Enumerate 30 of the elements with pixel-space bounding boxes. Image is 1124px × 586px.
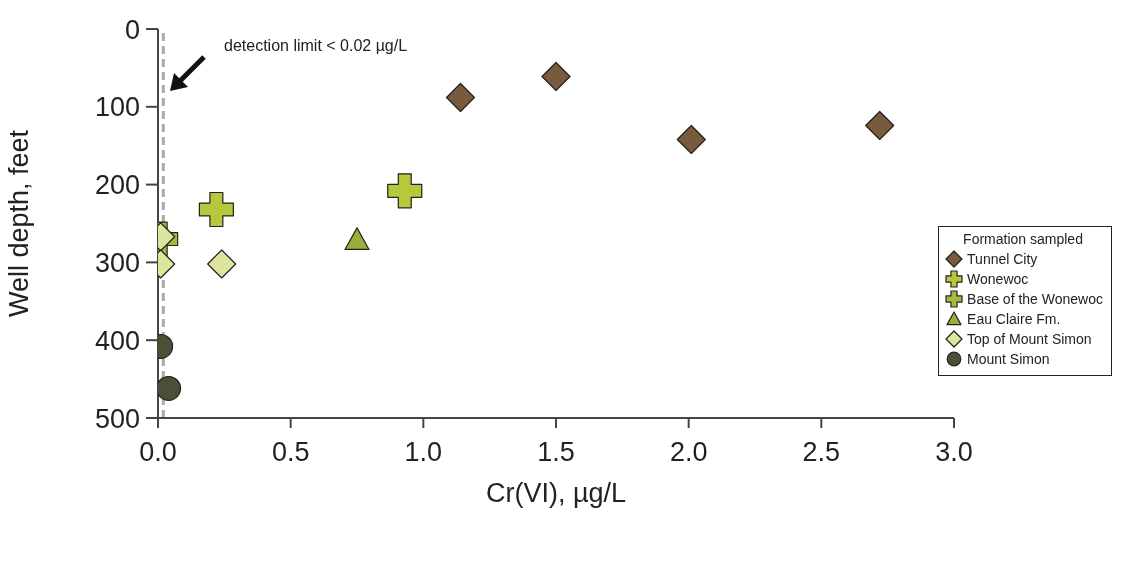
x-tick-label: 1.5 <box>537 437 575 468</box>
y-tick-label: 100 <box>94 92 140 123</box>
x-tick-label: 1.0 <box>404 437 443 468</box>
point <box>541 61 571 92</box>
point <box>676 124 706 155</box>
point <box>198 191 234 228</box>
y-tick-label: 0 <box>124 14 140 45</box>
legend-label: Eau Claire Fm. <box>967 311 1061 327</box>
x-tick-label: 0.5 <box>271 437 310 468</box>
x-tick-label: 0.0 <box>139 437 177 468</box>
y-tick-label: 400 <box>94 325 140 356</box>
legend-title: Formation sampled <box>962 231 1084 247</box>
annotation: detection limit < 0.02 µg/L <box>224 37 408 54</box>
legend-label: Mount Simon <box>967 351 1050 367</box>
y-tick-label: 300 <box>94 247 140 278</box>
point <box>344 227 370 251</box>
x-axis-title: Cr(VI), µg/L <box>485 478 627 508</box>
legend-label: Top of Mount Simon <box>967 331 1092 347</box>
y-axis-title: Well depth, feet <box>3 129 34 318</box>
point <box>445 82 476 113</box>
point <box>387 173 423 209</box>
x-tick-label: 2.5 <box>802 437 841 468</box>
legend-label: Base of the Wonewoc <box>967 291 1103 307</box>
x-tick-label: 3.0 <box>935 437 973 468</box>
x-tick-label: 2.0 <box>669 437 708 468</box>
point <box>865 110 895 141</box>
legend-label: Wonewoc <box>967 271 1029 287</box>
legend-label: Tunnel City <box>967 251 1038 267</box>
y-tick-label: 200 <box>94 170 140 201</box>
y-tick-label: 500 <box>94 403 140 434</box>
